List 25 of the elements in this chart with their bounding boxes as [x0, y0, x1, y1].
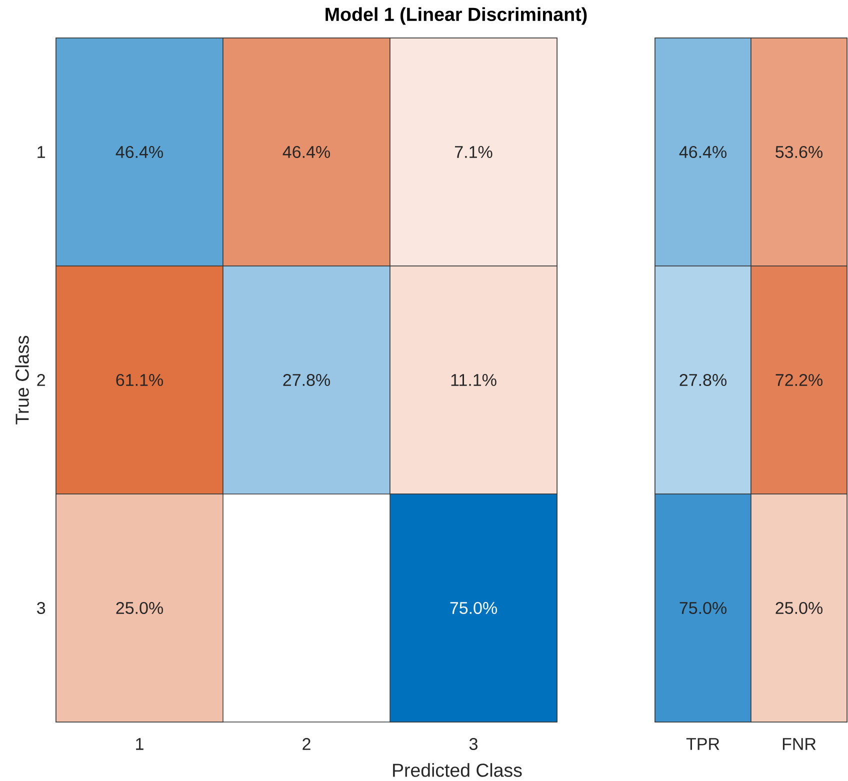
x-tick-label: 3 [469, 738, 478, 750]
x-tick-label: 1 [136, 738, 144, 750]
data-label: 61.1% [116, 374, 163, 386]
data-label: 27.8% [283, 374, 330, 386]
data-label: 75.0% [450, 602, 497, 614]
x-axis-title: Predicted Class [393, 763, 522, 777]
y-axis-title: True Class [15, 336, 29, 424]
data-label: 7.1% [455, 146, 492, 158]
x-tick-label: TPR [686, 738, 720, 750]
data-label: 46.4% [679, 146, 726, 158]
x-tick-label: FNR [782, 738, 816, 750]
data-label: 46.4% [282, 146, 330, 158]
y-tick-label: 3 [36, 602, 46, 614]
data-label: 75.0% [680, 602, 726, 614]
data-label: 25.0% [776, 602, 822, 614]
y-tick-label: 1 [38, 146, 45, 158]
x-tick-label: 2 [302, 738, 310, 750]
data-label: 27.8% [680, 374, 726, 386]
data-label: 53.6% [776, 146, 822, 158]
data-label: 25.0% [116, 602, 163, 614]
data-label: 46.4% [116, 146, 163, 158]
data-label: 72.2% [776, 374, 822, 386]
y-tick-label: 2 [37, 374, 45, 386]
data-label: 11.1% [451, 374, 496, 386]
chart-title: Model 1 (Linear Discriminant) [326, 7, 587, 25]
